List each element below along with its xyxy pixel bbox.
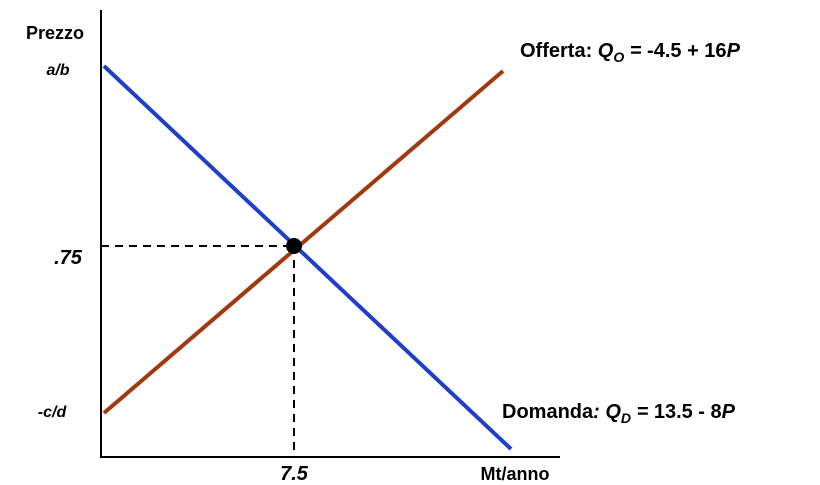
label-part: Domanda — [502, 401, 594, 423]
equilibrium-point — [286, 238, 302, 254]
label-part: : Q — [593, 401, 621, 423]
x-tick-label: 7.5 — [280, 463, 309, 485]
label-part: 13.5 - 8 — [654, 401, 722, 423]
label-part: P — [722, 401, 736, 423]
label-part: -4.5 + 16 — [647, 40, 727, 62]
y-axis-label: Prezzo — [26, 23, 84, 43]
demand-label: Domanda: QD = 13.5 - 8P — [502, 401, 736, 426]
supply-label: Offerta: QO = -4.5 + 16P — [520, 40, 741, 65]
label-part: Offerta: — [520, 40, 598, 62]
label-part: = — [631, 401, 654, 423]
label-part: P — [727, 40, 741, 62]
x-axis-label: Mt/anno — [481, 464, 550, 484]
label-part: D — [621, 410, 631, 426]
y-tick-label: -c/d — [38, 404, 68, 421]
label-part: O — [613, 49, 624, 65]
y-tick-label: .75 — [54, 247, 83, 269]
y-tick-label: a/b — [46, 62, 69, 79]
label-part: Q — [598, 40, 614, 62]
supply-curve — [102, 69, 505, 415]
label-part: = — [624, 40, 647, 62]
demand-curve — [102, 64, 513, 451]
